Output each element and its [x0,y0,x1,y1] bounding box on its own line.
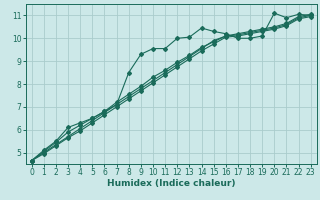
X-axis label: Humidex (Indice chaleur): Humidex (Indice chaleur) [107,179,236,188]
